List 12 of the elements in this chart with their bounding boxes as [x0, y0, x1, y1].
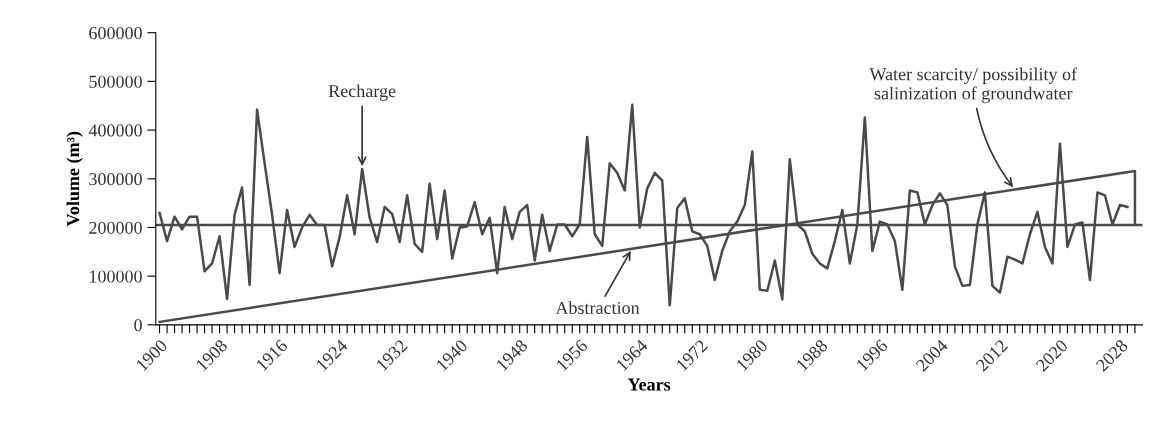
y-tick-label: 200000	[89, 221, 142, 234]
annotation: Abstraction	[555, 301, 640, 315]
y-tick-label: 100000	[90, 270, 142, 283]
annotation: Recharge	[328, 84, 396, 101]
y-tick-label: 400000	[88, 124, 142, 137]
y-tick-label: 600000	[89, 26, 142, 40]
y-tick-label: 300000	[89, 173, 142, 186]
y-axis-title: Volume (m³)	[66, 131, 83, 227]
y-tick-label: 500000	[89, 75, 142, 88]
x-axis-title: Years	[627, 378, 671, 391]
y-tick-label: 0	[134, 319, 142, 332]
annotation: Water scarcity/ possibility of salinization of groundwater	[869, 67, 1078, 104]
